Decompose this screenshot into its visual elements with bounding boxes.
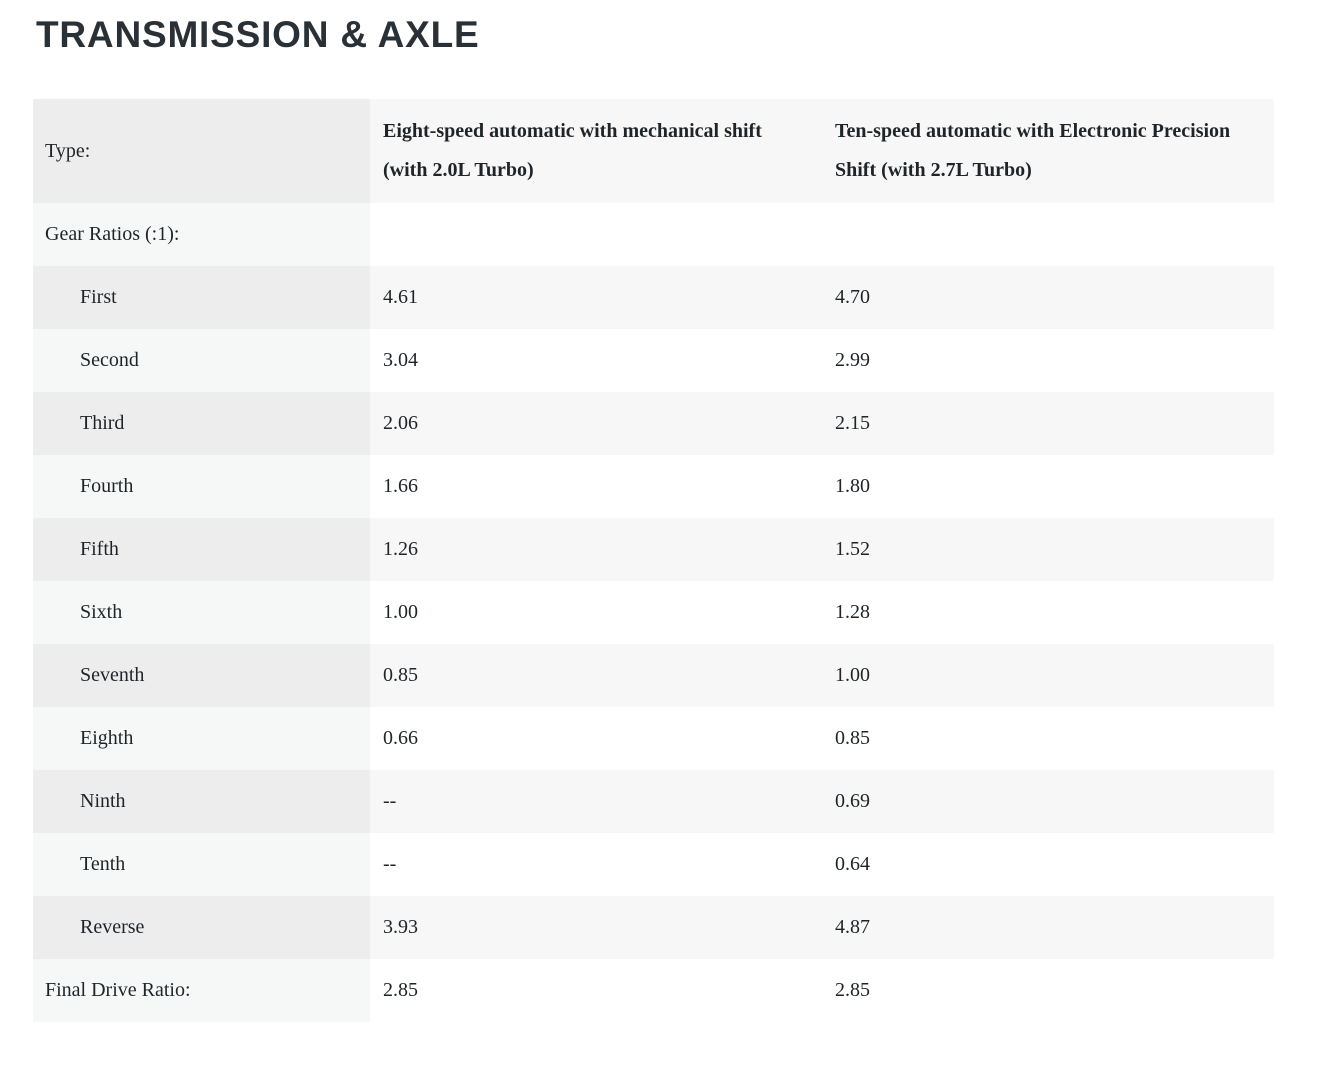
table-row: Gear Ratios (:1): bbox=[33, 203, 1274, 266]
table-row: Eighth 0.66 0.85 bbox=[33, 707, 1274, 770]
row-label: Final Drive Ratio: bbox=[33, 959, 370, 1022]
row-label: Eighth bbox=[33, 707, 370, 770]
page: TRANSMISSION & AXLE Type: Eight-speed au… bbox=[33, 14, 1274, 1022]
row-value-col1: 3.04 bbox=[370, 329, 822, 392]
row-value-col1: 0.85 bbox=[370, 644, 822, 707]
row-label: Ninth bbox=[33, 770, 370, 833]
column-header-eight-speed-text: Eight-speed automatic with mechanical sh… bbox=[383, 120, 762, 181]
row-value-col1: 0.66 bbox=[370, 707, 822, 770]
row-value-col2: 2.15 bbox=[822, 392, 1274, 455]
table-row: Seventh 0.85 1.00 bbox=[33, 644, 1274, 707]
table-row: Fifth 1.26 1.52 bbox=[33, 518, 1274, 581]
row-value-col1: 1.00 bbox=[370, 581, 822, 644]
row-label: Fourth bbox=[33, 455, 370, 518]
row-value-col2: 4.87 bbox=[822, 896, 1274, 959]
row-label: Reverse bbox=[33, 896, 370, 959]
table-row: Sixth 1.00 1.28 bbox=[33, 581, 1274, 644]
row-label: Tenth bbox=[33, 833, 370, 896]
row-label: Seventh bbox=[33, 644, 370, 707]
row-value-col2: 1.00 bbox=[822, 644, 1274, 707]
row-value-col2: 2.85 bbox=[822, 959, 1274, 1022]
table-header-row: Type: Eight-speed automatic with mechani… bbox=[33, 99, 1274, 203]
table-row: Second 3.04 2.99 bbox=[33, 329, 1274, 392]
row-value-col1 bbox=[370, 203, 822, 266]
row-value-col2: 0.69 bbox=[822, 770, 1274, 833]
row-value-col2: 4.70 bbox=[822, 266, 1274, 329]
row-value-col1: 4.61 bbox=[370, 266, 822, 329]
row-value-col1: 1.26 bbox=[370, 518, 822, 581]
table-row: Fourth 1.66 1.80 bbox=[33, 455, 1274, 518]
row-value-col1: 3.93 bbox=[370, 896, 822, 959]
row-label: Sixth bbox=[33, 581, 370, 644]
row-label: Fifth bbox=[33, 518, 370, 581]
table-row: Third 2.06 2.15 bbox=[33, 392, 1274, 455]
column-header-ten-speed: Ten-speed automatic with Electronic Prec… bbox=[822, 99, 1274, 203]
table-row: Tenth -- 0.64 bbox=[33, 833, 1274, 896]
column-header-ten-speed-text: Ten-speed automatic with Electronic Prec… bbox=[835, 120, 1231, 181]
transmission-axle-table: Type: Eight-speed automatic with mechani… bbox=[33, 99, 1274, 1022]
table-body: Gear Ratios (:1): First 4.61 4.70 Second 3.04… bbox=[33, 203, 1274, 1022]
table-row: Final Drive Ratio: 2.85 2.85 bbox=[33, 959, 1274, 1022]
table-row: Reverse 3.93 4.87 bbox=[33, 896, 1274, 959]
row-value-col1: -- bbox=[370, 770, 822, 833]
section-title: TRANSMISSION & AXLE bbox=[36, 14, 480, 55]
row-value-col1: -- bbox=[370, 833, 822, 896]
table-row: Ninth -- 0.69 bbox=[33, 770, 1274, 833]
row-value-col1: 1.66 bbox=[370, 455, 822, 518]
row-value-col2: 1.80 bbox=[822, 455, 1274, 518]
row-value-col2: 0.64 bbox=[822, 833, 1274, 896]
row-label: First bbox=[33, 266, 370, 329]
row-label: Second bbox=[33, 329, 370, 392]
row-value-col2: 2.99 bbox=[822, 329, 1274, 392]
row-label: Third bbox=[33, 392, 370, 455]
column-header-eight-speed: Eight-speed automatic with mechanical sh… bbox=[370, 99, 822, 203]
row-value-col1: 2.85 bbox=[370, 959, 822, 1022]
row-value-col2: 1.52 bbox=[822, 518, 1274, 581]
row-value-col2: 1.28 bbox=[822, 581, 1274, 644]
type-row-label: Type: bbox=[33, 99, 370, 203]
row-value-col2: 0.85 bbox=[822, 707, 1274, 770]
table-row: First 4.61 4.70 bbox=[33, 266, 1274, 329]
row-label: Gear Ratios (:1): bbox=[33, 203, 370, 266]
row-value-col1: 2.06 bbox=[370, 392, 822, 455]
row-value-col2 bbox=[822, 203, 1274, 266]
